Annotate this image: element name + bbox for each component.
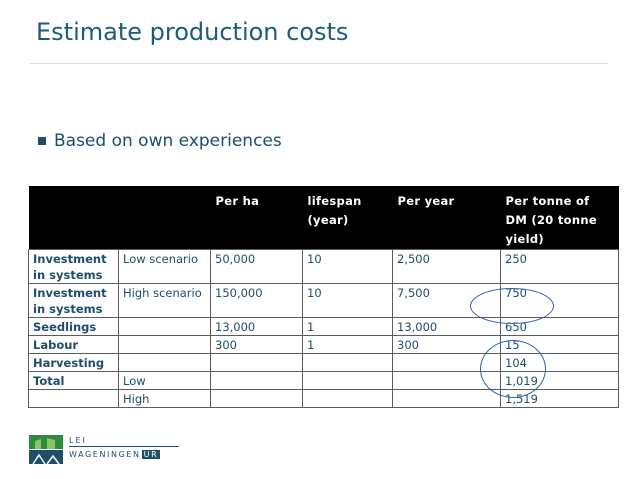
table-cell: High scenario (118, 283, 211, 318)
slide-title: Estimate production costs (36, 18, 349, 46)
bullet-text: Based on own experiences (54, 131, 282, 151)
table-cell: Seedlings (28, 317, 119, 336)
table-cell: 1 (302, 317, 393, 336)
highlight-circle-harvesting-total (480, 340, 546, 398)
table-cell (118, 353, 211, 372)
header-cell (118, 186, 211, 250)
table-cell: 1 (302, 335, 393, 354)
table-cell (28, 389, 119, 408)
title-divider (30, 63, 608, 64)
header-cell: lifespan (year) (302, 186, 393, 250)
table-cell: Low (118, 371, 211, 390)
table-cell: High (118, 389, 211, 408)
table-cell: 300 (210, 335, 303, 354)
header-cell: Per ha (210, 186, 303, 250)
table-header-row: Per ha lifespan (year) Per year Per tonn… (28, 186, 619, 250)
table-cell: 13,000 (392, 317, 501, 336)
table-row: Investment in systems Low scenario 50,00… (28, 249, 619, 284)
logo-divider (69, 446, 179, 447)
table-cell: 2,500 (392, 249, 501, 284)
table-cell (302, 371, 393, 390)
table-cell: Harvesting (28, 353, 119, 372)
header-cell: Per tonne of DM (20 tonne yield) (500, 186, 619, 250)
logo-word: WAGENINGEN (69, 450, 141, 459)
table-cell: 10 (302, 249, 393, 284)
lei-wageningen-logo: LEI WAGENINGEN UR (27, 433, 179, 467)
table-cell (302, 389, 393, 408)
highlight-circle-seedlings (470, 288, 554, 324)
table-cell: 300 (392, 335, 501, 354)
table-row: Seedlings 13,000 1 13,000 650 (28, 317, 619, 336)
table-cell (302, 353, 393, 372)
table-cell (210, 389, 303, 408)
table-cell (118, 317, 211, 336)
table-row: High 1,519 (28, 389, 619, 408)
logo-text-lei: LEI (69, 436, 87, 445)
table-cell (210, 353, 303, 372)
table-cell: Investment in systems (28, 283, 119, 318)
table-cell (118, 335, 211, 354)
table-cell: Low scenario (118, 249, 211, 284)
table-cell: 50,000 (210, 249, 303, 284)
table-cell: Labour (28, 335, 119, 354)
table-cell (392, 389, 501, 408)
table-cell: 10 (302, 283, 393, 318)
table-cell: 13,000 (210, 317, 303, 336)
logo-text-wageningen: WAGENINGEN UR (69, 450, 161, 459)
bullet-point: Based on own experiences (38, 131, 282, 151)
table-cell (210, 371, 303, 390)
square-bullet-icon (38, 137, 46, 145)
cost-table: Per ha lifespan (year) Per year Per tonn… (28, 186, 619, 408)
header-cell (28, 186, 119, 250)
table-cell: 150,000 (210, 283, 303, 318)
logo-badge: UR (141, 450, 161, 459)
table-cell: 250 (500, 249, 619, 284)
logo-mark-icon (29, 435, 63, 465)
table-cell: Investment in systems (28, 249, 119, 284)
table-cell: Total (28, 371, 119, 390)
header-cell: Per year (392, 186, 501, 250)
